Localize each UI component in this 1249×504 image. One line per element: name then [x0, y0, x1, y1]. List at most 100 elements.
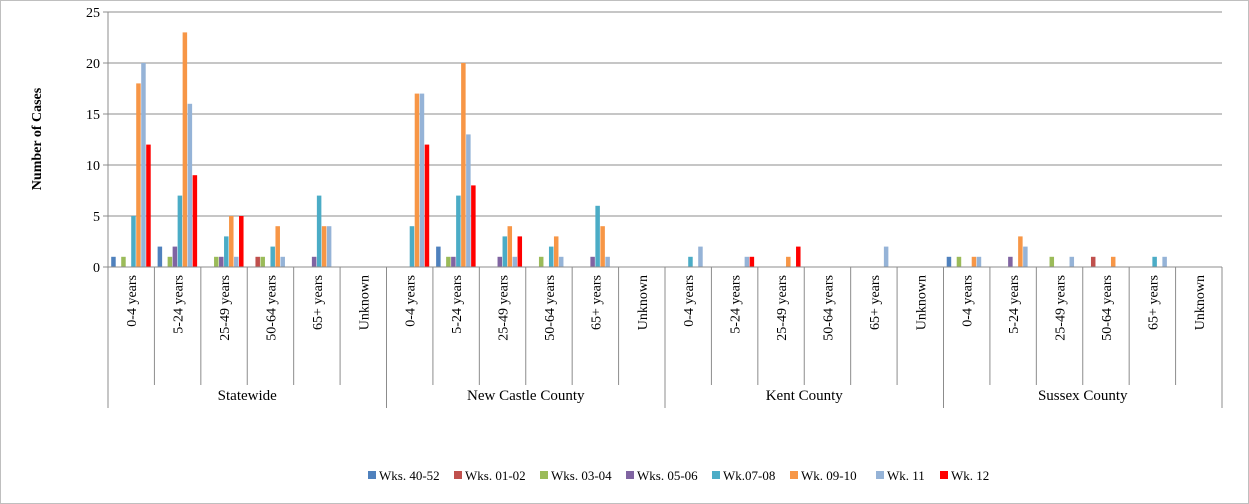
bar	[883, 246, 889, 267]
bar	[744, 256, 750, 267]
bar	[446, 256, 451, 267]
bar	[548, 246, 554, 267]
bar	[121, 256, 126, 267]
bar	[275, 226, 280, 267]
bar	[971, 256, 977, 267]
legend-swatch	[626, 471, 634, 479]
bar	[311, 256, 317, 267]
age-group-label: 0-4 years	[125, 275, 140, 327]
legend-swatch	[712, 471, 720, 479]
age-group-label: 5-24 years	[729, 275, 744, 334]
group-label: Statewide	[218, 388, 277, 404]
bar	[1049, 256, 1055, 267]
bar	[1008, 256, 1013, 267]
bar	[280, 256, 285, 267]
legend-swatch	[876, 471, 884, 479]
bar	[605, 256, 610, 267]
bar	[946, 256, 952, 267]
legend-label: Wk. 09-10	[801, 468, 857, 483]
bar	[1069, 256, 1075, 267]
age-group-label: 5-24 years	[172, 275, 187, 334]
bar	[502, 236, 508, 267]
bar	[688, 256, 693, 267]
legend: Wks. 40-52 Wks. 01-02 Wks. 03-04 Wks. 05-06…	[368, 468, 989, 483]
bar	[182, 32, 188, 268]
group-label: Sussex County	[1038, 388, 1128, 404]
y-tick-label: 0	[93, 261, 100, 276]
age-group-label: 65+ years	[311, 275, 326, 330]
y-tick-label: 5	[93, 210, 100, 225]
bar	[419, 93, 425, 267]
bar	[956, 256, 962, 267]
bar	[167, 256, 173, 267]
bar	[414, 93, 420, 267]
y-tick-label: 20	[86, 57, 100, 72]
legend-label: Wk. 11	[887, 468, 925, 483]
bar	[224, 236, 229, 267]
bar	[214, 256, 219, 267]
bar	[538, 256, 544, 267]
age-group-label: Unknown	[357, 275, 372, 330]
y-axis-ticks: 0 5 10 15 20 25	[86, 6, 109, 276]
bar	[270, 246, 275, 267]
age-group-label: 65+ years	[589, 275, 604, 330]
y-tick-label: 15	[86, 108, 100, 123]
age-group-label: 50-64 years	[264, 275, 279, 341]
bar	[111, 256, 116, 267]
group-label: New Castle County	[467, 388, 585, 404]
age-group-label: 25-49 years	[1054, 275, 1069, 341]
age-group-label: 50-64 years	[543, 275, 558, 341]
legend-swatch	[540, 471, 548, 479]
legend-swatch	[454, 471, 462, 479]
bar	[517, 236, 523, 267]
x-axis: 0-4 years 5-24 years 25-49 years 50-64 year…	[107, 266, 1223, 408]
bar	[172, 246, 178, 267]
bar	[451, 256, 456, 267]
age-group-label: 0-4 years	[961, 275, 976, 327]
bar	[456, 195, 461, 267]
legend-label: Wk.07-08	[723, 468, 775, 483]
bar	[600, 226, 605, 267]
bar	[471, 185, 476, 267]
bar	[229, 216, 234, 267]
bar	[1018, 236, 1023, 267]
bar	[424, 144, 430, 267]
bar	[786, 256, 791, 267]
bar	[146, 144, 151, 267]
bar	[976, 256, 982, 267]
bar	[497, 256, 503, 267]
legend-label: Wks. 01-02	[465, 468, 526, 483]
age-group-label: 0-4 years	[404, 275, 419, 327]
age-group-label: 50-64 years	[821, 275, 836, 341]
legend-swatch	[368, 471, 376, 479]
bar	[436, 246, 441, 267]
legend-swatch	[790, 471, 798, 479]
bar	[409, 226, 415, 267]
age-group-label: Unknown	[1193, 275, 1208, 330]
age-group-label: Unknown	[636, 275, 651, 330]
bar	[1152, 256, 1157, 267]
bar	[1110, 256, 1116, 267]
bar	[1162, 256, 1167, 267]
bar	[260, 256, 265, 267]
bar	[507, 226, 513, 267]
bar	[187, 103, 193, 267]
age-group-label: 65+ years	[1146, 275, 1161, 330]
age-group-label: 50-64 years	[1100, 275, 1115, 341]
gridlines	[108, 11, 1222, 268]
age-group-label: 65+ years	[868, 275, 883, 330]
y-tick-label: 10	[86, 159, 100, 174]
legend-label: Wk. 12	[951, 468, 989, 483]
group-label: Kent County	[766, 388, 844, 404]
bar	[255, 256, 260, 267]
legend-label: Wks. 40-52	[379, 468, 440, 483]
bar	[749, 256, 755, 267]
bar	[316, 195, 322, 267]
bar	[141, 63, 146, 267]
age-group-label: 5-24 years	[450, 275, 465, 334]
bar	[512, 256, 518, 267]
bar	[136, 83, 141, 268]
bar	[131, 216, 136, 267]
bar	[326, 226, 332, 267]
bar	[590, 256, 595, 267]
